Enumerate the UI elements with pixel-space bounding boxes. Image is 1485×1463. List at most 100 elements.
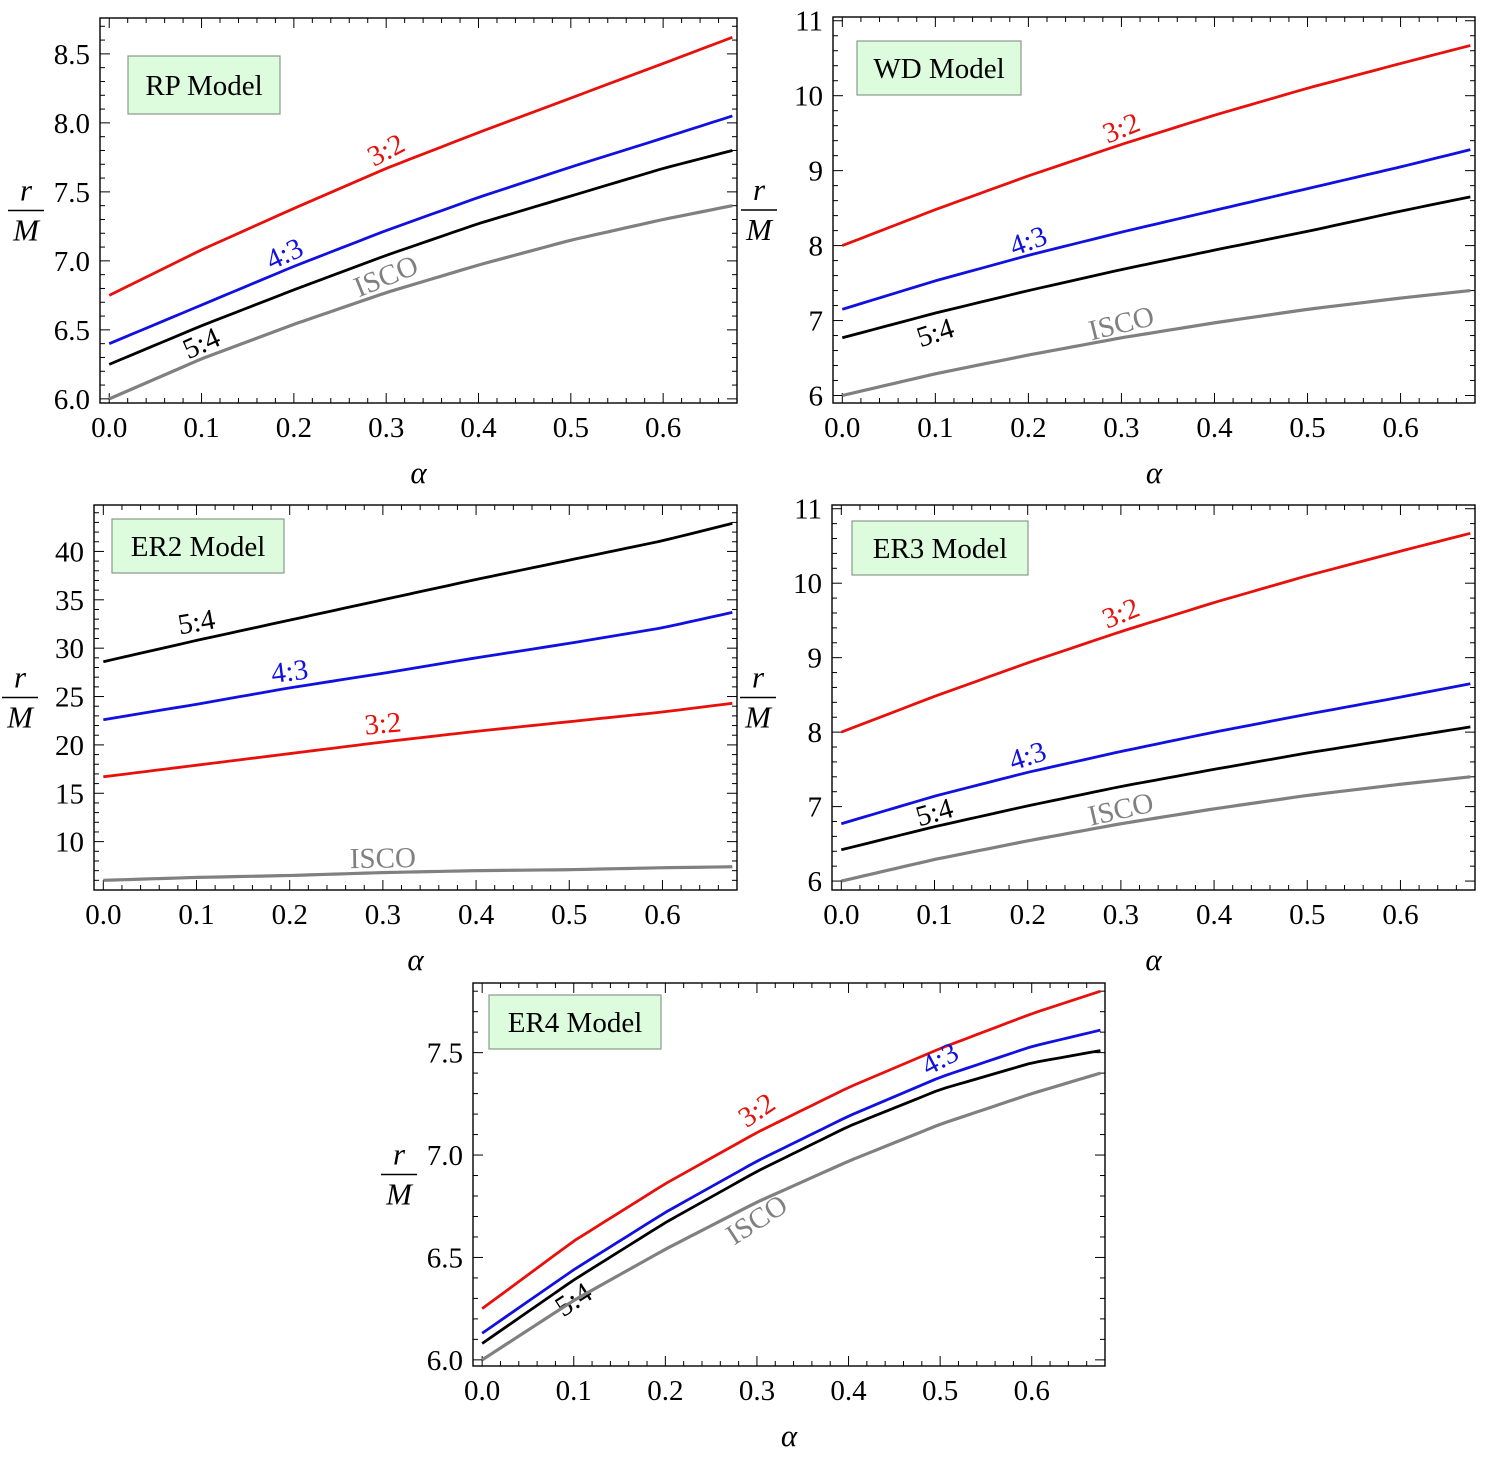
plot-frame: [472, 982, 1106, 1367]
series-label-isco: ISCO: [721, 1189, 794, 1252]
x-tick-label: 0.5: [1289, 412, 1325, 444]
y-tick-label: 6.5: [54, 315, 90, 347]
series-label-3-2: 3:2: [733, 1087, 782, 1134]
x-tick-label: 0.0: [824, 412, 860, 444]
series-line-4-3: [103, 611, 733, 722]
chart-panel-rp-model: 0.0 0.1 0.2 0.3 0.4 0.5 0.6 6.0 6.5 7.0 7.5 8.0 8.5 α…: [8, 17, 738, 490]
y-tick-label: 10: [793, 568, 822, 600]
x-tick-label: 0.0: [823, 899, 859, 931]
panel-title-box: [111, 518, 285, 574]
x-axis-label: α: [781, 1418, 798, 1453]
series-line-3-2: [108, 36, 733, 297]
x-tick-label: 0.3: [739, 1375, 775, 1407]
series-label-3-2: 3:2: [1098, 107, 1144, 151]
panel-title: ER3 Model: [873, 533, 1008, 565]
series-label-5-4: 5:4: [175, 603, 218, 641]
x-tick-label: 0.5: [1289, 899, 1325, 931]
series-label-3-2: 3:2: [363, 706, 403, 741]
y-tick-label: 6.5: [427, 1242, 463, 1274]
series-line-isco: [108, 204, 733, 401]
x-tick-label: 0.3: [365, 899, 401, 931]
series-line-3-2: [481, 989, 1101, 1310]
y-tick-label: 35: [55, 585, 84, 617]
x-tick-label: 0.1: [917, 412, 953, 444]
series-label-isco: ISCO: [1086, 300, 1158, 347]
series-line-4-3: [481, 1028, 1101, 1335]
series-line-4-3: [108, 114, 733, 345]
x-axis-label: α: [407, 942, 424, 977]
series-line-5-4: [840, 725, 1471, 852]
x-tick-label: 0.4: [1196, 899, 1233, 931]
chart-panel-er2-model: 0.0 0.1 0.2 0.3 0.4 0.5 0.6 10 15 20 25 30 35 40 α rM 5:…: [2, 504, 738, 977]
x-tick-label: 0.5: [551, 899, 587, 931]
series-label-4-3: 4:3: [1005, 735, 1050, 777]
plot-frame: [99, 17, 738, 404]
series-label-4-3: 4:3: [1006, 220, 1052, 263]
x-tick-label: 0.2: [1010, 412, 1046, 444]
y-tick-label: 10: [794, 81, 823, 113]
y-tick-label: 7.5: [54, 177, 90, 209]
x-tick-label: 0.4: [1196, 412, 1233, 444]
x-tick-label: 0.0: [85, 899, 121, 931]
y-axis-label: rM: [8, 173, 44, 248]
x-tick-label: 0.2: [272, 899, 308, 931]
x-tick-label: 0.1: [183, 412, 219, 444]
y-tick-label: 10: [55, 827, 84, 859]
x-axis-label: α: [1146, 455, 1163, 490]
x-tick-label: 0.6: [1382, 412, 1418, 444]
x-tick-label: 0.5: [922, 1375, 958, 1407]
chart-panel-wd-model: 0.0 0.1 0.2 0.3 0.4 0.5 0.667891011αrM3:24:35:…: [741, 6, 1476, 490]
y-tick-label: 7.5: [427, 1038, 463, 1070]
x-axis-label: α: [1145, 942, 1162, 977]
y-axis-label-numerator: r: [20, 173, 33, 208]
y-axis-label-denominator: M: [6, 700, 35, 735]
y-axis-label: rM: [740, 660, 776, 735]
x-tick-label: 0.5: [553, 412, 589, 444]
y-axis-label-numerator: r: [393, 1137, 406, 1172]
y-tick-label: 7.0: [54, 246, 90, 278]
y-tick-label: 6: [808, 866, 823, 898]
series-line-5-4: [481, 1049, 1101, 1345]
y-tick-label: 20: [55, 730, 84, 762]
series-line-isco: [481, 1071, 1101, 1362]
series-label-3-2: 3:2: [1098, 592, 1144, 636]
panel-title: ER2 Model: [131, 531, 266, 563]
x-tick-label: 0.2: [1010, 899, 1046, 931]
series-label-4-3: 4:3: [261, 232, 308, 277]
y-axis-label-numerator: r: [753, 172, 766, 207]
panel-title-box: [856, 40, 1022, 96]
series-line-isco: [840, 775, 1471, 883]
y-tick-label: 8.5: [54, 39, 90, 71]
y-tick-label: 25: [55, 682, 84, 714]
x-tick-label: 0.6: [644, 899, 680, 931]
panel-title: RP Model: [145, 70, 262, 102]
x-tick-label: 0.1: [916, 899, 952, 931]
y-axis-label-denominator: M: [12, 213, 41, 248]
y-tick-label: 11: [795, 6, 823, 38]
y-tick-label: 9: [808, 643, 823, 675]
series-line-3-2: [841, 44, 1471, 247]
y-tick-label: 11: [794, 494, 822, 526]
y-tick-label: 15: [55, 778, 84, 810]
y-tick-label: 9: [809, 156, 824, 188]
chart-panel-er4-model: 0.0 0.1 0.2 0.3 0.4 0.5 0.66.06.57.07.5αrM3:24…: [381, 982, 1106, 1453]
y-axis-label: rM: [741, 172, 777, 247]
series-label-isco: ISCO: [350, 249, 423, 303]
panel-title-box: [127, 55, 281, 115]
x-tick-label: 0.6: [1382, 899, 1418, 931]
series-label-4-3: 4:3: [269, 654, 310, 690]
plot-frame: [832, 16, 1476, 404]
y-tick-label: 30: [55, 633, 84, 665]
x-tick-label: 0.4: [830, 1375, 867, 1407]
series-line-isco: [841, 288, 1471, 398]
y-tick-label: 8: [808, 717, 823, 749]
y-tick-label: 7: [808, 792, 823, 824]
plot-frame: [831, 504, 1476, 891]
y-axis-label-denominator: M: [745, 212, 774, 247]
x-tick-label: 0.0: [91, 412, 127, 444]
series-label-3-2: 3:2: [362, 128, 410, 174]
x-tick-label: 0.4: [458, 899, 495, 931]
y-tick-label: 8: [809, 231, 824, 263]
y-tick-label: 40: [55, 536, 84, 568]
